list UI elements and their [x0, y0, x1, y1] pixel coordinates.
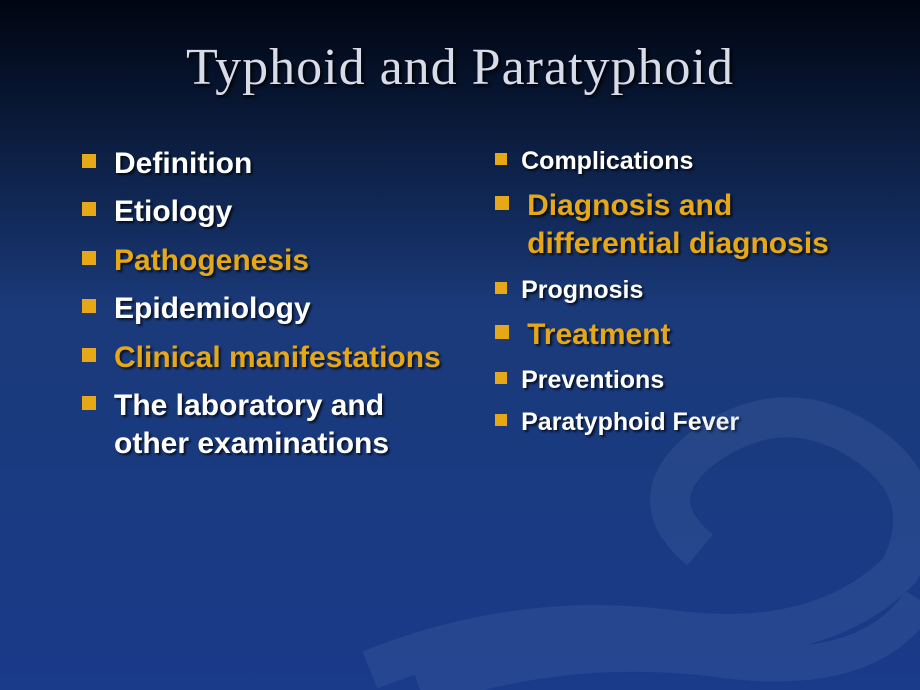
bullet-icon	[82, 154, 96, 168]
list-item: Paratyphoid Fever	[495, 406, 860, 438]
item-text: Preventions	[521, 364, 860, 396]
content-area: Definition Etiology Pathogenesis Epidemi…	[0, 97, 920, 474]
list-item: The laboratory and other examinations	[82, 387, 465, 464]
item-text: Epidemiology	[114, 290, 465, 328]
bullet-icon	[495, 325, 509, 339]
list-item: Diagnosis and differential diagnosis	[495, 187, 860, 264]
bullet-icon	[82, 251, 96, 265]
list-item: Etiology	[82, 193, 465, 231]
bullet-icon	[82, 202, 96, 216]
item-text: Diagnosis and differential diagnosis	[527, 187, 860, 264]
bullet-icon	[82, 299, 96, 313]
list-item: Treatment	[495, 316, 860, 354]
bullet-icon	[495, 196, 509, 210]
item-text: Treatment	[527, 316, 860, 354]
item-text: Paratyphoid Fever	[521, 406, 860, 438]
item-text: Prognosis	[521, 274, 860, 306]
list-item: Clinical manifestations	[82, 339, 465, 377]
item-text: Clinical manifestations	[114, 339, 465, 377]
bullet-icon	[495, 414, 507, 426]
list-item: Preventions	[495, 364, 860, 396]
bullet-icon	[82, 396, 96, 410]
bullet-icon	[495, 153, 507, 165]
list-item: Definition	[82, 145, 465, 183]
item-text: Definition	[114, 145, 465, 183]
list-item: Epidemiology	[82, 290, 465, 328]
bullet-icon	[495, 282, 507, 294]
slide-title: Typhoid and Paratyphoid	[0, 0, 920, 97]
bullet-icon	[495, 372, 507, 384]
item-text: Complications	[521, 145, 860, 177]
list-item: Pathogenesis	[82, 242, 465, 280]
left-column: Definition Etiology Pathogenesis Epidemi…	[82, 145, 465, 474]
bullet-icon	[82, 348, 96, 362]
item-text: Etiology	[114, 193, 465, 231]
item-text: Pathogenesis	[114, 242, 465, 280]
list-item: Prognosis	[495, 274, 860, 306]
right-column: Complications Diagnosis and differential…	[495, 145, 860, 474]
item-text: The laboratory and other examinations	[114, 387, 465, 464]
list-item: Complications	[495, 145, 860, 177]
